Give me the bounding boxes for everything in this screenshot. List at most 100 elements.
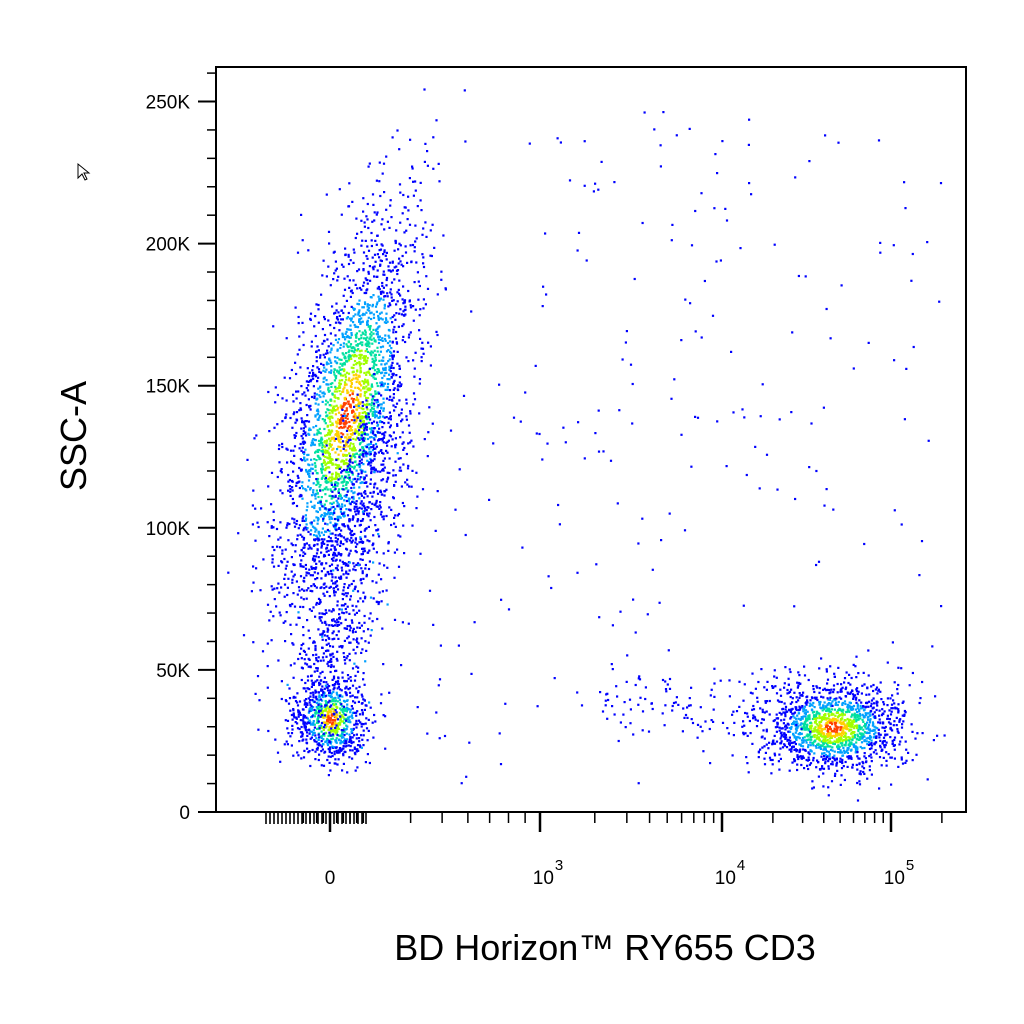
event-dot — [350, 490, 353, 493]
event-dot — [343, 499, 346, 502]
event-dot — [366, 403, 369, 406]
event-dot — [341, 569, 344, 572]
event-dot — [361, 239, 364, 242]
event-dot — [337, 553, 340, 556]
event-dot — [327, 728, 330, 731]
event-dot — [793, 758, 796, 761]
event-dot — [302, 536, 306, 540]
event-dot — [348, 612, 351, 615]
event-dot — [340, 432, 343, 435]
event-dot — [292, 393, 295, 396]
event-dot — [773, 752, 776, 755]
event-dot — [836, 682, 839, 686]
event-dot — [843, 731, 846, 734]
event-dot — [298, 466, 301, 470]
event-dot — [352, 415, 355, 418]
event-dot — [353, 723, 356, 726]
event-dot — [833, 708, 836, 711]
event-dot — [878, 736, 881, 739]
event-dot — [327, 535, 330, 538]
event-dot — [398, 242, 401, 245]
event-dot — [401, 418, 404, 421]
event-dot — [809, 762, 813, 765]
event-dot — [370, 331, 373, 334]
event-dot — [827, 712, 830, 715]
event-dot — [345, 728, 348, 731]
event-dot — [387, 334, 390, 337]
event-dot — [358, 744, 361, 747]
event-dot — [321, 743, 325, 746]
event-dot — [272, 526, 275, 529]
event-dot — [333, 368, 336, 371]
event-dot — [368, 393, 372, 396]
event-dot — [315, 510, 318, 513]
event-dot — [337, 685, 340, 688]
event-dot — [335, 731, 338, 734]
event-dot — [876, 727, 879, 730]
event-dot — [327, 383, 330, 386]
event-dot — [339, 426, 342, 429]
event-dot — [350, 333, 353, 337]
event-dot — [333, 547, 336, 550]
event-dot — [328, 412, 331, 415]
event-dot — [345, 483, 348, 486]
event-dot — [357, 311, 360, 314]
event-dot — [342, 484, 345, 487]
event-dot — [261, 650, 265, 653]
event-dot — [342, 294, 345, 297]
event-dot — [388, 344, 391, 347]
event-dot — [339, 510, 343, 513]
event-dot — [830, 713, 833, 716]
event-dot — [342, 342, 345, 345]
event-dot — [319, 390, 322, 393]
event-dot — [334, 311, 337, 314]
event-dot — [333, 683, 336, 686]
event-dot — [314, 578, 317, 581]
event-dot — [884, 725, 887, 729]
event-dot — [382, 356, 385, 359]
event-dot — [330, 473, 334, 476]
event-dot — [318, 416, 321, 419]
event-dot — [383, 382, 387, 385]
event-dot — [350, 319, 353, 322]
event-dot — [365, 338, 368, 341]
event-dot — [349, 708, 352, 711]
event-dot — [344, 373, 347, 376]
event-dot — [334, 387, 337, 390]
event-dot — [355, 408, 359, 411]
event-dot — [349, 469, 352, 472]
event-dot — [323, 734, 326, 737]
event-dot — [831, 700, 834, 703]
event-dot — [279, 536, 282, 539]
event-dot — [382, 409, 385, 412]
event-dot — [305, 509, 308, 512]
event-dot — [311, 699, 314, 702]
event-dot — [835, 701, 838, 704]
event-dot — [374, 239, 377, 242]
event-dot — [346, 389, 349, 392]
event-dot — [403, 300, 406, 303]
event-dot — [312, 372, 315, 376]
event-dot — [374, 260, 377, 263]
event-dot — [340, 421, 343, 424]
event-dot — [351, 431, 355, 434]
event-dot — [358, 362, 361, 365]
event-dot — [293, 716, 296, 719]
event-dot — [804, 727, 807, 730]
event-dot — [798, 692, 801, 695]
event-dot — [832, 688, 836, 691]
event-dot — [336, 538, 339, 541]
event-dot — [325, 513, 329, 516]
event-dot — [896, 728, 899, 731]
event-dot — [338, 747, 342, 750]
event-dot — [357, 690, 360, 693]
event-dot — [827, 765, 830, 768]
event-dot — [279, 469, 282, 472]
event-dot — [867, 723, 871, 727]
event-dot — [378, 249, 381, 252]
event-dot — [342, 573, 345, 576]
event-dot — [842, 765, 845, 768]
event-dot — [414, 189, 417, 192]
event-dot — [857, 730, 860, 733]
event-dot — [375, 310, 378, 313]
